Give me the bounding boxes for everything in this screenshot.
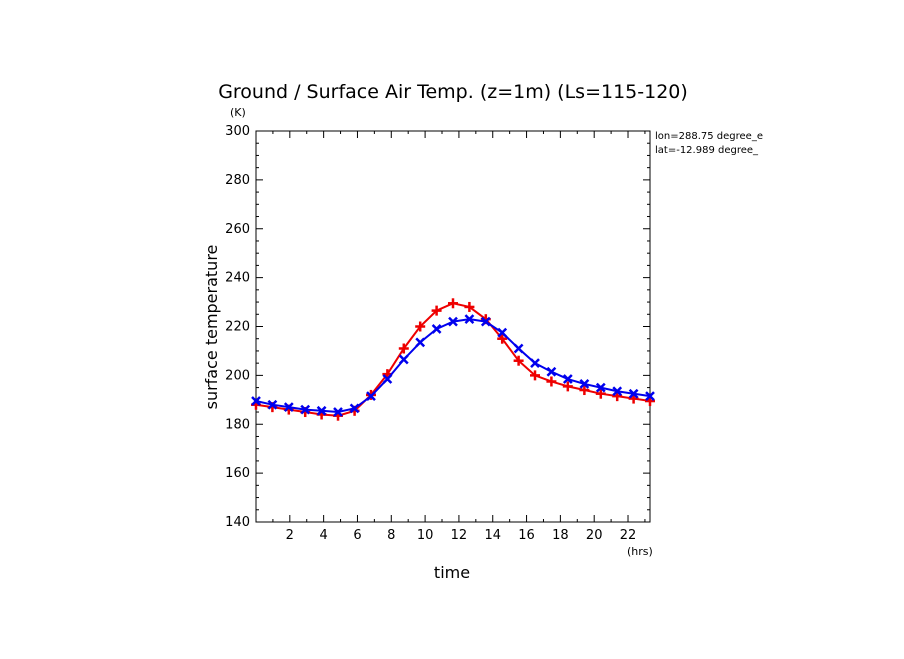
data-point [267, 399, 278, 410]
y-tick-label: 140 [225, 515, 250, 530]
y-tick-label: 260 [225, 222, 250, 237]
data-point [251, 396, 261, 406]
x-tick-label: 14 [484, 528, 501, 543]
data-point [513, 355, 524, 366]
x-axis-label: time [434, 563, 470, 582]
data-point [448, 298, 458, 309]
data-point [513, 343, 524, 354]
x-tick-label: 22 [620, 528, 637, 543]
y-tick-label: 220 [225, 320, 250, 335]
x-tick-label: 8 [387, 528, 395, 543]
data-point [366, 391, 376, 402]
data-point [530, 370, 541, 381]
data-point [595, 388, 606, 399]
data-point [645, 391, 655, 402]
data-point [497, 327, 508, 338]
axis-ticks: 140 160 180 200 220 240 260 280 300 2 4 6 8 10 12 14 16 1… [225, 124, 650, 543]
x-unit-label: (hrs) [627, 545, 653, 558]
data-point [464, 314, 475, 325]
data-point [612, 386, 623, 397]
y-unit-label: (K) [230, 106, 246, 119]
x-tick-label: 2 [286, 528, 294, 543]
data-point [431, 305, 442, 316]
data-point [562, 374, 573, 384]
x-tick-label: 18 [552, 528, 569, 543]
data-point [283, 402, 294, 413]
y-tick-label: 180 [225, 417, 250, 432]
data-point [398, 343, 409, 354]
data-point [530, 358, 540, 369]
lon-annotation: lon=288.75 degree_e [655, 131, 763, 142]
data-point [579, 385, 590, 396]
x-tick-label: 16 [518, 528, 535, 543]
series-line [255, 318, 651, 414]
data-point [579, 379, 590, 389]
lat-annotation: lat=-12.989 degree_ [655, 145, 759, 156]
y-axis-label: surface temperature [202, 245, 221, 410]
series-2 [251, 314, 655, 417]
y-tick-label: 280 [225, 173, 250, 188]
plot-frame [255, 130, 651, 523]
data-point [398, 354, 409, 365]
data-point [628, 388, 639, 399]
data-point [546, 366, 557, 377]
data-point [464, 301, 475, 312]
data-series [251, 298, 655, 421]
data-point [415, 321, 426, 332]
chart-title: Ground / Surface Air Temp. (z=1m) (Ls=11… [218, 81, 688, 103]
y-tick-label: 160 [225, 466, 250, 481]
x-tick-label: 6 [353, 528, 361, 543]
data-point [349, 403, 360, 414]
data-point [448, 316, 458, 327]
data-point [480, 316, 491, 327]
data-point [595, 382, 606, 393]
data-point [546, 376, 557, 387]
y-tick-label: 240 [225, 271, 250, 286]
series-1 [251, 298, 655, 421]
data-point [562, 381, 573, 392]
x-tick-label: 12 [451, 528, 468, 543]
data-point [431, 324, 442, 334]
data-point [316, 405, 327, 416]
y-tick-label: 300 [225, 124, 250, 139]
data-point [333, 407, 343, 417]
data-point [300, 404, 311, 415]
x-tick-label: 20 [586, 528, 603, 543]
x-tick-label: 4 [319, 528, 327, 543]
data-point [382, 374, 393, 384]
y-tick-label: 200 [225, 368, 250, 383]
data-point [415, 337, 426, 348]
x-tick-label: 10 [417, 528, 434, 543]
data-point [497, 333, 508, 344]
